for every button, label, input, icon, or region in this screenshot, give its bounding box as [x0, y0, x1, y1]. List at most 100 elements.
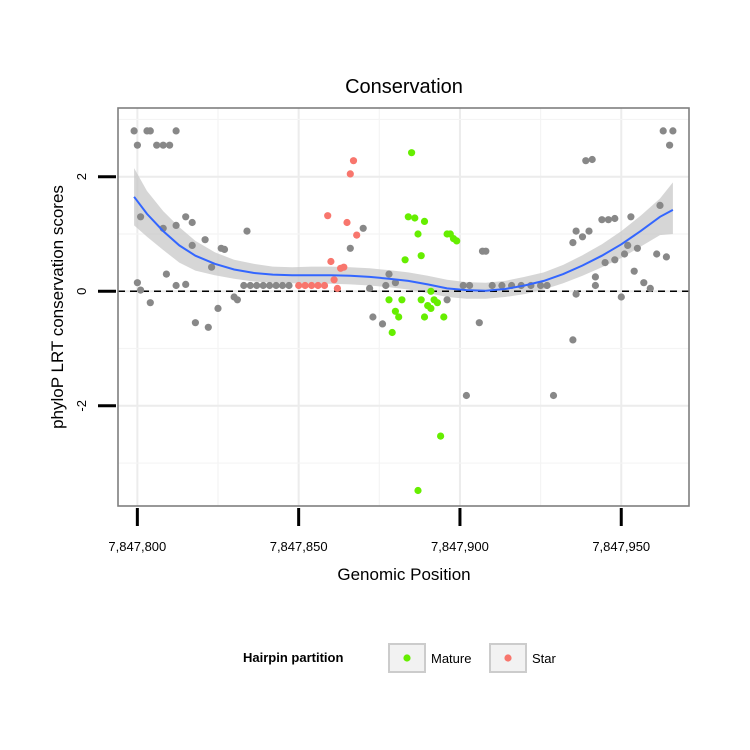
- data-point-star: [327, 257, 335, 266]
- data-point-other: [259, 281, 267, 290]
- data-point-other: [588, 155, 596, 164]
- x-tick-label: 7,847,950: [592, 539, 650, 554]
- data-point-other: [572, 227, 580, 235]
- data-point-other: [133, 279, 141, 287]
- data-point-other: [617, 293, 625, 301]
- data-point-other: [611, 214, 619, 223]
- data-point-mature: [437, 432, 445, 440]
- data-point-mature: [408, 149, 416, 157]
- data-point-other: [172, 127, 180, 135]
- data-point-mature: [391, 307, 399, 315]
- data-point-other: [578, 233, 587, 241]
- data-point-other: [285, 281, 293, 290]
- data-point-mature: [453, 237, 461, 245]
- data-point-other: [443, 296, 451, 304]
- data-point-other: [475, 319, 483, 327]
- data-point-other: [633, 244, 642, 252]
- data-point-star: [295, 281, 303, 290]
- smooth-line: [133, 196, 674, 292]
- data-point-other: [666, 141, 674, 149]
- data-point-other: [201, 236, 209, 244]
- data-point-other: [266, 281, 274, 290]
- data-point-mature: [414, 486, 422, 495]
- data-point-other: [543, 281, 551, 290]
- data-point-star: [340, 263, 348, 271]
- data-point-other: [369, 313, 377, 321]
- data-point-star: [353, 231, 361, 239]
- data-point-other: [669, 127, 677, 135]
- data-point-mature: [417, 252, 425, 260]
- chart-title: Conservation: [345, 76, 463, 98]
- data-point-other: [182, 280, 190, 288]
- data-point-mature: [401, 256, 409, 264]
- data-point-other: [272, 281, 280, 290]
- data-point-other: [159, 141, 167, 149]
- legend-key-star: [489, 643, 527, 673]
- data-point-other: [659, 127, 667, 135]
- data-point-other: [537, 281, 545, 290]
- data-point-star: [349, 157, 358, 165]
- gridlines: [118, 108, 689, 506]
- data-point-other: [482, 247, 490, 255]
- data-point-other: [382, 281, 390, 290]
- data-point-other: [146, 299, 154, 307]
- data-point-star: [324, 212, 332, 220]
- y-tick-label: -2: [74, 400, 89, 412]
- y-axis-ticks: 2 0 -2: [74, 173, 116, 412]
- data-point-mature: [420, 313, 429, 321]
- x-tick-label: 7,847,850: [270, 539, 328, 554]
- x-axis-label: Genomic Position: [337, 565, 470, 584]
- data-point-other: [601, 259, 609, 267]
- data-point-star: [308, 281, 316, 290]
- x-tick-label: 7,847,800: [108, 539, 166, 554]
- legend: Hairpin partition Mature Star: [243, 643, 557, 673]
- legend-mature-swatch: [403, 654, 411, 662]
- data-point-mature: [433, 299, 441, 307]
- data-point-other: [598, 216, 606, 224]
- data-point-other: [653, 250, 661, 258]
- confidence-band: [134, 168, 673, 299]
- data-point-other: [662, 253, 671, 261]
- data-point-star: [333, 284, 341, 292]
- data-point-other: [172, 281, 180, 290]
- data-point-other: [346, 244, 354, 252]
- data-point-star: [320, 281, 329, 290]
- data-point-other: [630, 267, 638, 275]
- data-point-other: [137, 286, 145, 294]
- data-point-star: [301, 281, 309, 290]
- data-point-mature: [440, 313, 448, 321]
- legend-label-star: Star: [532, 651, 557, 666]
- data-point-other: [182, 213, 190, 221]
- data-point-other: [488, 281, 496, 290]
- data-point-other: [591, 281, 600, 290]
- y-tick-label: 2: [74, 173, 89, 180]
- data-point-other: [656, 201, 664, 209]
- data-point-other: [246, 281, 254, 290]
- data-point-other: [137, 213, 145, 221]
- plot-border: [117, 107, 690, 507]
- legend-star-swatch: [504, 654, 512, 662]
- data-point-other: [278, 281, 287, 290]
- data-point-other: [462, 391, 470, 400]
- data-point-other: [191, 319, 199, 327]
- data-point-other: [146, 127, 154, 135]
- data-point-mature: [398, 296, 406, 304]
- data-point-other: [466, 281, 474, 290]
- data-point-other: [591, 273, 600, 281]
- data-point-other: [385, 270, 393, 278]
- data-point-other: [378, 320, 387, 328]
- data-point-other: [366, 284, 374, 292]
- data-point-other: [220, 245, 229, 253]
- data-point-mature: [417, 296, 425, 304]
- data-point-star: [330, 276, 338, 284]
- data-point-other: [253, 281, 261, 290]
- data-point-other: [162, 270, 170, 278]
- data-point-star: [314, 281, 322, 290]
- data-point-other: [130, 127, 138, 135]
- data-point-other: [133, 141, 141, 149]
- data-point-star: [346, 170, 354, 178]
- data-point-mature: [404, 213, 412, 221]
- data-point-other: [188, 218, 196, 227]
- data-point-other: [208, 263, 216, 271]
